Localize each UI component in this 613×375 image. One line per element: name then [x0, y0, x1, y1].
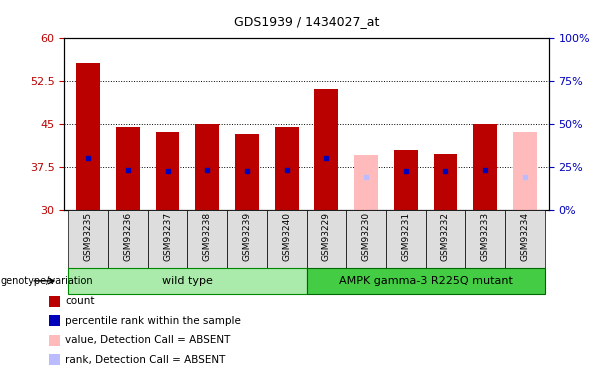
- Text: genotype/variation: genotype/variation: [1, 276, 93, 286]
- Bar: [394, 150, 417, 210]
- Text: GSM93240: GSM93240: [282, 211, 291, 261]
- Bar: [354, 155, 378, 210]
- Bar: [433, 154, 457, 210]
- Text: GSM93236: GSM93236: [123, 211, 132, 261]
- Text: GSM93237: GSM93237: [163, 211, 172, 261]
- Bar: [76, 63, 100, 210]
- Text: wild type: wild type: [162, 276, 213, 286]
- Text: rank, Detection Call = ABSENT: rank, Detection Call = ABSENT: [65, 355, 226, 364]
- Text: GSM93239: GSM93239: [243, 211, 251, 261]
- Bar: [513, 132, 537, 210]
- Text: GSM93230: GSM93230: [362, 211, 370, 261]
- Bar: [196, 124, 219, 210]
- Text: GSM93233: GSM93233: [481, 211, 490, 261]
- Text: percentile rank within the sample: percentile rank within the sample: [65, 316, 241, 326]
- Bar: [275, 127, 299, 210]
- Text: GSM93231: GSM93231: [402, 211, 410, 261]
- Bar: [235, 134, 259, 210]
- Text: count: count: [65, 296, 94, 306]
- Bar: [156, 132, 180, 210]
- Text: GSM93234: GSM93234: [520, 211, 529, 261]
- Text: GSM93235: GSM93235: [84, 211, 93, 261]
- Text: GSM93229: GSM93229: [322, 211, 331, 261]
- Bar: [314, 89, 338, 210]
- Text: GDS1939 / 1434027_at: GDS1939 / 1434027_at: [234, 15, 379, 28]
- Text: AMPK gamma-3 R225Q mutant: AMPK gamma-3 R225Q mutant: [338, 276, 512, 286]
- Bar: [116, 127, 140, 210]
- Text: value, Detection Call = ABSENT: value, Detection Call = ABSENT: [65, 335, 230, 345]
- Text: GSM93238: GSM93238: [203, 211, 211, 261]
- Text: GSM93232: GSM93232: [441, 211, 450, 261]
- Bar: [473, 124, 497, 210]
